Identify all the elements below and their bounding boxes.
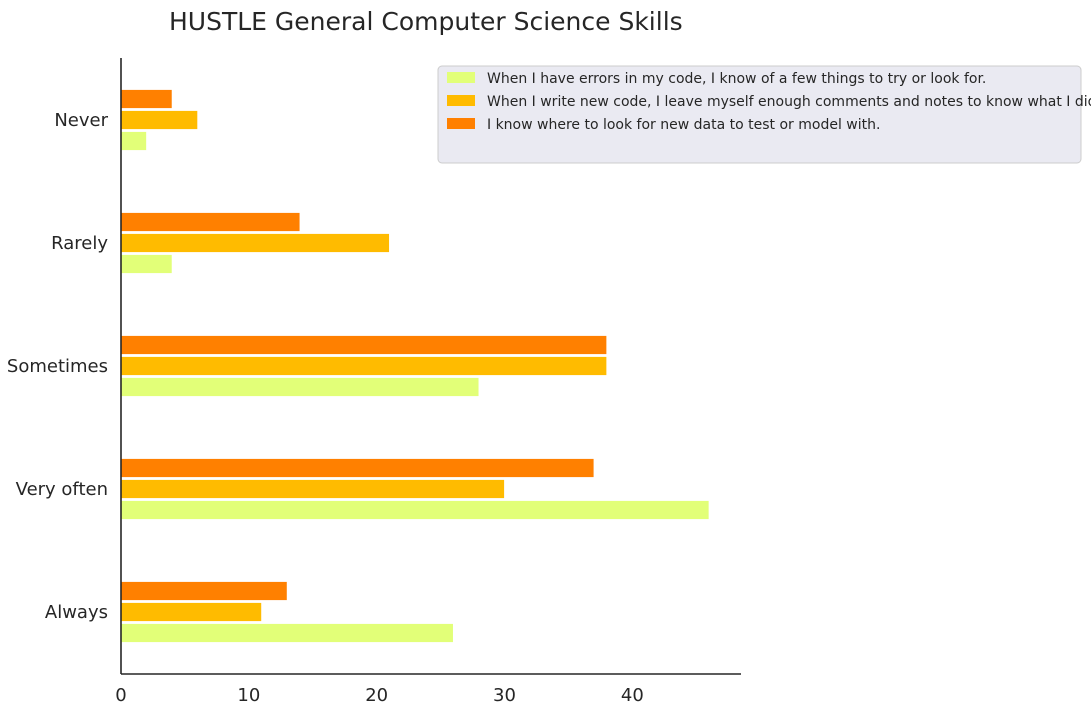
y-tick-label: Sometimes xyxy=(7,356,108,377)
legend-label: When I write new code, I leave myself en… xyxy=(487,94,1091,110)
bar xyxy=(120,500,710,520)
legend-label: When I have errors in my code, I know of… xyxy=(487,71,986,87)
x-tick-label: 40 xyxy=(621,685,644,706)
bar xyxy=(120,233,390,253)
x-tick-label: 20 xyxy=(365,685,388,706)
legend: When I have errors in my code, I know of… xyxy=(437,65,1091,164)
bar xyxy=(120,254,173,274)
bar xyxy=(120,581,288,601)
bar xyxy=(120,479,505,499)
legend-swatch xyxy=(447,118,475,129)
bar xyxy=(120,110,199,130)
bar xyxy=(120,89,173,109)
legend-items: When I have errors in my code, I know of… xyxy=(447,71,1091,133)
legend-label: I know where to look for new data to tes… xyxy=(487,117,880,133)
bar xyxy=(120,335,608,355)
y-tick-label: Very often xyxy=(16,479,108,500)
bar xyxy=(120,458,595,478)
y-tick-labels: Always Very often Sometimes Rarely Never xyxy=(7,110,109,623)
x-tick-label: 10 xyxy=(237,685,260,706)
bar xyxy=(120,356,608,376)
legend-box xyxy=(437,65,1082,164)
y-tick-label: Rarely xyxy=(51,233,108,254)
x-tick-labels: 0 10 20 30 40 xyxy=(115,685,644,706)
y-tick-label: Never xyxy=(54,110,108,131)
y-tick-label: Always xyxy=(45,602,108,623)
legend-swatch xyxy=(447,95,475,106)
bar xyxy=(120,623,454,643)
bar xyxy=(120,377,480,397)
bar xyxy=(120,131,147,151)
bar xyxy=(120,212,301,232)
bars-layer xyxy=(120,89,710,643)
x-tick-label: 0 xyxy=(115,685,126,706)
chart-title: HUSTLE General Computer Science Skills xyxy=(169,7,683,36)
bar xyxy=(120,602,263,622)
legend-swatch xyxy=(447,72,475,83)
x-tick-label: 30 xyxy=(493,685,516,706)
